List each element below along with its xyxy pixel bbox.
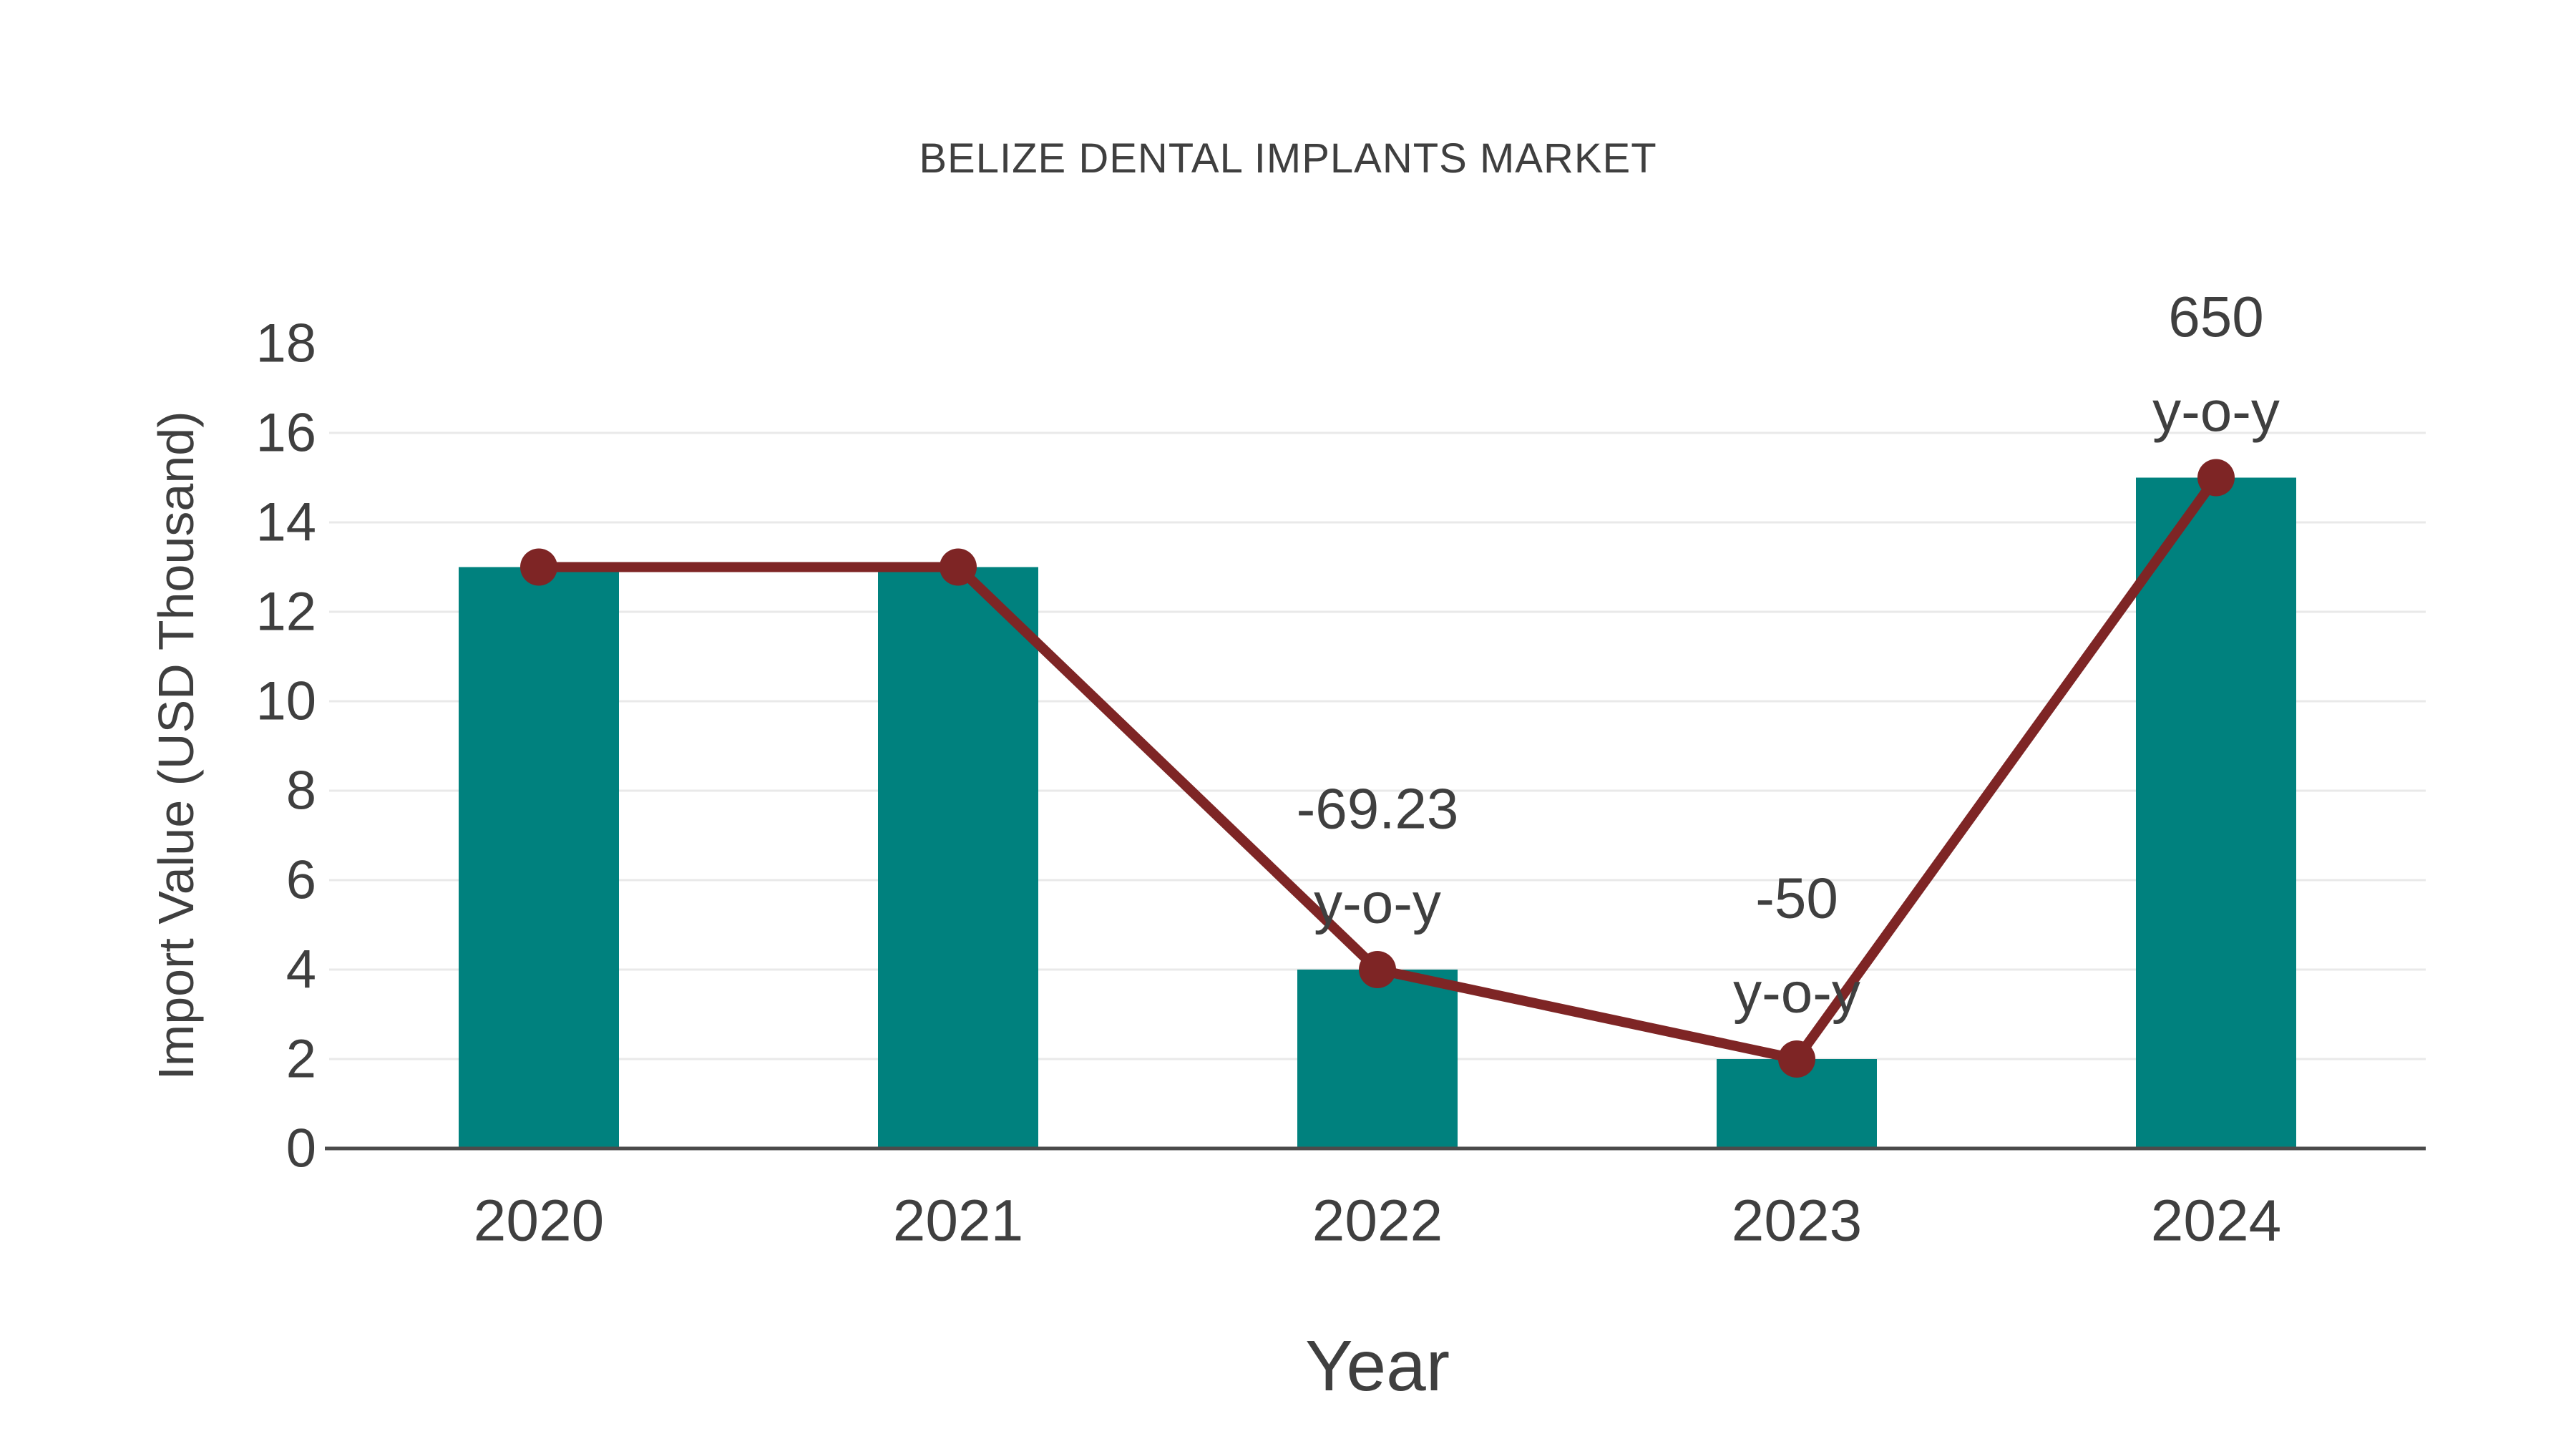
marker-2024 <box>2197 459 2235 497</box>
marker-2020 <box>520 548 557 586</box>
annotation-2022-line1: -69.23 <box>1297 777 1459 841</box>
x-axis-label: Year <box>1304 1326 1450 1406</box>
y-tick-label: 14 <box>255 492 316 553</box>
y-tick-label: 6 <box>286 850 316 911</box>
marker-2023 <box>1778 1040 1815 1078</box>
chart-title: BELIZE DENTAL IMPLANTS MARKET <box>919 135 1657 182</box>
y-tick-label: 4 <box>286 940 316 1000</box>
annotation-2024-line2: y-o-y <box>2152 379 2280 443</box>
y-tick-label: 12 <box>255 582 316 643</box>
x-tick-label: 2020 <box>474 1189 604 1254</box>
bar-2021 <box>878 567 1038 1148</box>
x-tick-label: 2021 <box>893 1189 1023 1254</box>
annotation-2022-line2: y-o-y <box>1314 872 1441 935</box>
x-tick-label: 2024 <box>2151 1189 2281 1254</box>
y-tick-label: 0 <box>286 1118 316 1179</box>
marker-2021 <box>940 548 977 586</box>
bar-2020 <box>459 567 619 1148</box>
annotation-2023-line2: y-o-y <box>1733 961 1860 1025</box>
y-tick-label: 8 <box>286 761 316 821</box>
y-tick-label: 10 <box>255 671 316 732</box>
y-tick-label: 16 <box>255 403 316 464</box>
x-tick-label: 2023 <box>1732 1189 1862 1254</box>
y-tick-label: 2 <box>286 1029 316 1090</box>
y-tick-label: 18 <box>255 313 316 374</box>
bar-2022 <box>1297 970 1458 1148</box>
x-tick-label: 2022 <box>1312 1189 1443 1254</box>
annotation-2023-line1: -50 <box>1755 867 1838 930</box>
annotation-2024-line1: 650 <box>2168 285 2263 348</box>
bar-2024 <box>2136 477 2296 1148</box>
marker-2022 <box>1359 951 1396 988</box>
